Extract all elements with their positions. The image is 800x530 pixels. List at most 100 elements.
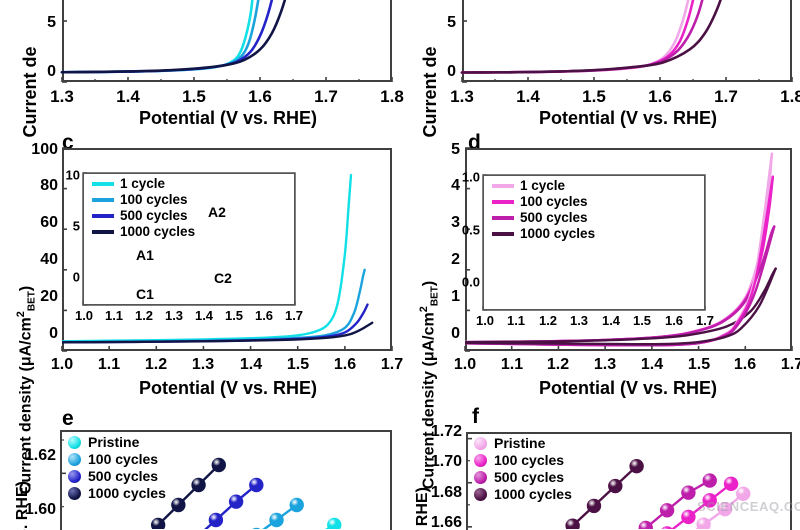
legend-item-100-cycles[interactable]: 100 cycles (474, 452, 572, 468)
panel-d-xtick-2: 1.2 (546, 356, 570, 373)
panel-b-curves (460, 0, 793, 83)
panel-e-ytick-162: 1.62 (24, 447, 56, 464)
panel-a-plot-frame (62, 0, 392, 82)
legend-dot-swatch (474, 436, 487, 450)
panel-c-xtick-7: 1.7 (380, 356, 404, 373)
panel-f-ytick-172: 1.72 (430, 423, 462, 440)
panel-c-inset-xtick-4: 1.4 (194, 308, 214, 323)
panel-d-xtick-3: 1.3 (593, 356, 617, 373)
panel-c-xtick-5: 1.5 (286, 356, 310, 373)
legend-line-swatch (92, 197, 114, 202)
panel-d-inset-xtick-4: 1.4 (601, 313, 621, 328)
panel-d-inset-xtick-0: 1.0 (475, 313, 495, 328)
legend-dot-swatch (474, 453, 487, 467)
annotation-C2: C2 (214, 270, 232, 286)
panel-c-inset-ytick-5: 5 (72, 218, 80, 234)
panel-d-ytick-4: 4 (451, 177, 460, 194)
panel-d-ytick-2: 2 (451, 251, 460, 268)
panel-b-xtick-5: 1.8 (780, 87, 800, 106)
panel-c-ytick-0: 0 (49, 325, 58, 342)
panel-c-xtick-4: 1.4 (239, 356, 263, 373)
legend-item-500-cycles[interactable]: 500 cycles (68, 468, 166, 484)
legend-label: 100 cycles (520, 194, 588, 209)
panel-c-inset-xtick-6: 1.6 (254, 308, 274, 323)
panel-d-xtick-5: 1.5 (687, 356, 711, 373)
panel-c-xlabel: Potential (V vs. RHE) (138, 378, 318, 398)
legend-label: 100 cycles (88, 451, 159, 467)
legend-item-pristine[interactable]: Pristine (68, 434, 166, 450)
panel-d-inset-xtick-3: 1.3 (569, 313, 589, 328)
panel-c-inset-xtick-3: 1.3 (164, 308, 184, 323)
legend-line-swatch (92, 229, 114, 234)
panel-d-ytick-1: 1 (451, 288, 460, 305)
panel-c-ytick-80: 80 (40, 177, 58, 194)
panel-e-plot-frame (60, 430, 392, 530)
panel-c-xtick-0: 1.0 (50, 356, 74, 373)
legend-dot-swatch (68, 469, 81, 483)
legend-dot-swatch (68, 452, 81, 466)
panel-e-letter: e (62, 407, 74, 430)
legend-item-100-cycles[interactable]: 100 cycles (68, 451, 166, 467)
panel-f-ytick-168: 1.68 (430, 484, 462, 501)
panel-c: c Current density (μA/cm2BET) 100 80 60 … (0, 130, 404, 494)
panel-a-curves (60, 0, 393, 83)
legend-label: 500 cycles (120, 208, 188, 223)
legend-dot-swatch (68, 486, 81, 500)
legend-item-pristine[interactable]: Pristine (474, 435, 572, 451)
legend-dot-swatch (474, 487, 487, 501)
legend-line-swatch (492, 199, 514, 204)
legend-item-100-cycles[interactable]: 100 cycles (92, 192, 195, 207)
panel-a: Current de 5 0 1.3 1.4 1.5 1.6 1.7 1.8 P… (0, 0, 404, 138)
panel-b: Current de 5 0 1.3 1.4 1.5 1.6 1.7 1.8 P… (400, 0, 800, 138)
panel-d-xtick-6: 1.6 (733, 356, 757, 373)
annotation-C1: C1 (136, 286, 154, 302)
legend-item-1000-cycles[interactable]: 1000 cycles (68, 485, 166, 501)
panel-b-xtick-2: 1.5 (582, 87, 606, 106)
legend-item-1000-cycles[interactable]: 1000 cycles (492, 226, 595, 241)
panel-c-ytick-20: 20 (40, 288, 58, 305)
legend-dot-swatch (474, 470, 487, 484)
legend-label: 500 cycles (88, 468, 159, 484)
legend-item-500-cycles[interactable]: 500 cycles (92, 208, 195, 223)
panel-d-inset-legend: 1 cycle 100 cycles 500 cycles 1000 cycle… (492, 178, 595, 242)
legend-label: 1 cycle (120, 176, 166, 191)
legend-item-1000-cycles[interactable]: 1000 cycles (474, 486, 572, 502)
panel-c-ytick-40: 40 (40, 251, 58, 268)
legend-label: 1000 cycles (120, 224, 196, 239)
panel-b-ytick-5: 5 (447, 14, 456, 31)
panel-f-ytick-166: 1.66 (430, 514, 462, 530)
panel-d-inset-xtick-2: 1.2 (538, 313, 558, 328)
legend-label: 100 cycles (494, 452, 565, 468)
panel-c-inset-legend: 1 cycle 100 cycles 500 cycles 1000 cycle… (92, 176, 195, 240)
legend-item-1000-cycles[interactable]: 1000 cycles (92, 224, 195, 239)
legend-line-swatch (92, 213, 114, 218)
panel-f-legend: Pristine 100 cycles 500 cycles 1000 cycl… (474, 435, 572, 503)
legend-label: 500 cycles (494, 469, 565, 485)
panel-d-ytick-5: 5 (451, 141, 460, 158)
legend-item-1-cycle[interactable]: 1 cycle (92, 176, 195, 191)
panel-f: f vs. RHE) 1.72 1.70 1.68 1.66 Pristine … (400, 402, 800, 530)
panel-a-xtick-4: 1.7 (314, 87, 338, 106)
panel-c-inset-frame (83, 173, 295, 305)
panel-b-xtick-3: 1.6 (648, 87, 672, 106)
panel-c-inset-xtick-7: 1.7 (284, 308, 304, 323)
panel-e: e vs. RHE) 1.62 1.60 Pristine 100 cycles… (0, 402, 400, 530)
legend-label: 1000 cycles (88, 485, 166, 501)
panel-d-xtick-4: 1.4 (640, 356, 664, 373)
panel-f-ytick-170: 1.70 (430, 453, 462, 470)
legend-item-1-cycle[interactable]: 1 cycle (492, 178, 595, 193)
legend-item-500-cycles[interactable]: 500 cycles (492, 210, 595, 225)
legend-label: 100 cycles (120, 192, 188, 207)
panel-e-points (60, 439, 342, 529)
panel-c-letter: c (62, 131, 74, 154)
panel-a-ytick-0: 0 (47, 63, 56, 80)
panel-d-inset-ytick-05: 0.5 (461, 222, 480, 238)
panel-f-points (466, 437, 751, 529)
legend-item-500-cycles[interactable]: 500 cycles (474, 469, 572, 485)
legend-item-100-cycles[interactable]: 100 cycles (492, 194, 595, 209)
panel-d-xlabel: Potential (V vs. RHE) (538, 378, 718, 398)
panel-c-inset-xtick-1: 1.1 (104, 308, 124, 323)
panel-a-xtick-0: 1.3 (50, 87, 74, 106)
panel-c-inset-ytick-0: 0 (72, 269, 80, 285)
